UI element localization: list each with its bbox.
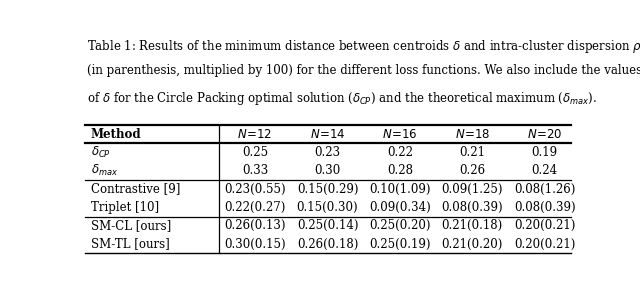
Text: 0.21(0.20): 0.21(0.20) — [442, 237, 503, 251]
Text: 0.22: 0.22 — [387, 146, 413, 159]
Text: $\delta_{CP}$: $\delta_{CP}$ — [91, 145, 111, 160]
Text: 0.28: 0.28 — [387, 164, 413, 177]
Text: 0.22(0.27): 0.22(0.27) — [225, 201, 286, 214]
Text: 0.25(0.14): 0.25(0.14) — [297, 219, 358, 232]
Text: 0.30: 0.30 — [314, 164, 340, 177]
Text: Table 1: Results of the minimum distance between centroids $\delta$ and intra-cl: Table 1: Results of the minimum distance… — [88, 39, 640, 55]
Text: 0.08(0.39): 0.08(0.39) — [442, 201, 503, 214]
Text: 0.25: 0.25 — [242, 146, 268, 159]
Text: (in parenthesis, multiplied by 100) for the different loss functions. We also in: (in parenthesis, multiplied by 100) for … — [88, 64, 640, 77]
Text: of $\delta$ for the Circle Packing optimal solution ($\delta_{CP}$) and the theo: of $\delta$ for the Circle Packing optim… — [88, 90, 598, 107]
Text: 0.33: 0.33 — [242, 164, 268, 177]
Text: 0.08(0.39): 0.08(0.39) — [514, 201, 575, 214]
Text: Contrastive [9]: Contrastive [9] — [91, 182, 180, 196]
Text: $N\!=\!16$: $N\!=\!16$ — [382, 128, 418, 141]
Text: $\delta_{max}$: $\delta_{max}$ — [91, 163, 118, 178]
Text: 0.26(0.13): 0.26(0.13) — [225, 219, 286, 232]
Text: $N\!=\!12$: $N\!=\!12$ — [237, 128, 273, 141]
Text: 0.15(0.30): 0.15(0.30) — [297, 201, 358, 214]
Text: $N\!=\!20$: $N\!=\!20$ — [527, 128, 563, 141]
Text: 0.21(0.18): 0.21(0.18) — [442, 219, 503, 232]
Text: SM-CL [ours]: SM-CL [ours] — [91, 219, 171, 232]
Text: 0.26(0.18): 0.26(0.18) — [297, 237, 358, 251]
Text: 0.10(1.09): 0.10(1.09) — [369, 182, 431, 196]
Text: 0.09(0.34): 0.09(0.34) — [369, 201, 431, 214]
Text: 0.24: 0.24 — [532, 164, 558, 177]
Text: $N\!=\!14$: $N\!=\!14$ — [310, 128, 346, 141]
Text: 0.19: 0.19 — [532, 146, 558, 159]
Text: Triplet [10]: Triplet [10] — [91, 201, 159, 214]
Text: $N\!=\!18$: $N\!=\!18$ — [454, 128, 490, 141]
Text: 0.15(0.29): 0.15(0.29) — [297, 182, 358, 196]
Text: 0.21: 0.21 — [460, 146, 485, 159]
Text: Method: Method — [91, 128, 141, 141]
Text: 0.09(1.25): 0.09(1.25) — [442, 182, 503, 196]
Text: 0.20(0.21): 0.20(0.21) — [514, 219, 575, 232]
Text: 0.20(0.21): 0.20(0.21) — [514, 237, 575, 251]
Text: 0.08(1.26): 0.08(1.26) — [514, 182, 575, 196]
Text: 0.23(0.55): 0.23(0.55) — [224, 182, 286, 196]
Text: 0.23: 0.23 — [314, 146, 340, 159]
Text: SM-TL [ours]: SM-TL [ours] — [91, 237, 170, 251]
Text: 0.26: 0.26 — [460, 164, 485, 177]
Text: 0.30(0.15): 0.30(0.15) — [224, 237, 286, 251]
Text: 0.25(0.19): 0.25(0.19) — [369, 237, 431, 251]
Text: 0.25(0.20): 0.25(0.20) — [369, 219, 431, 232]
